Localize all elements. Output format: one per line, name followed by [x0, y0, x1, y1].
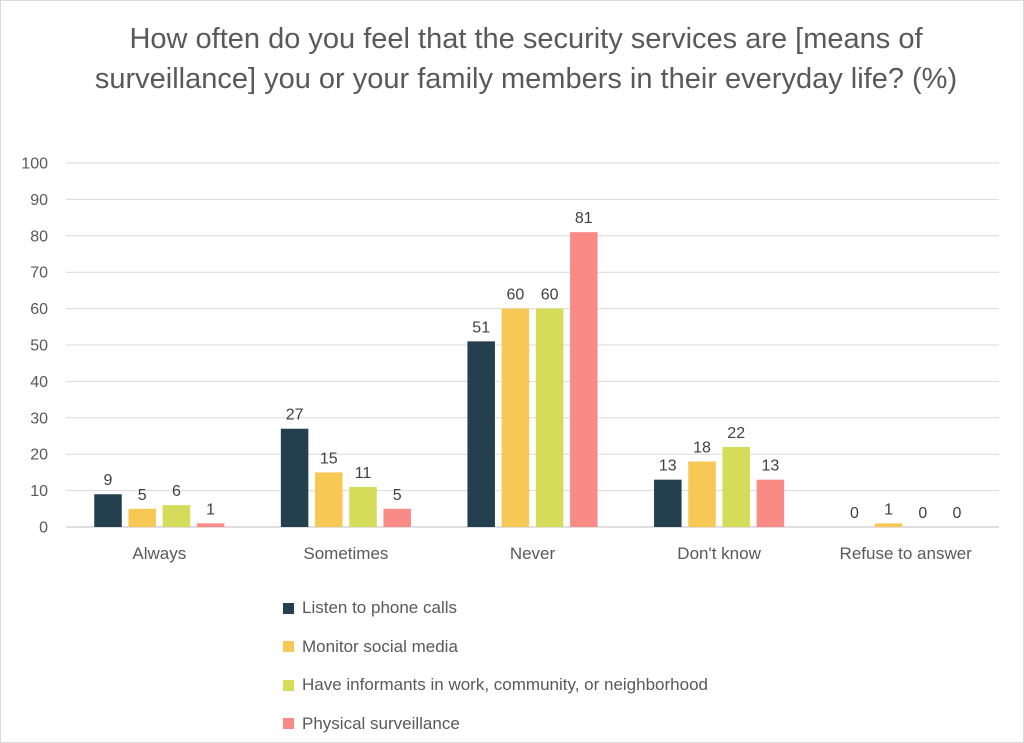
data-label: 13: [762, 458, 780, 475]
data-label: 1: [884, 501, 893, 518]
data-label: 51: [472, 319, 490, 336]
legend-swatch-listen-to-phone-calls: [283, 602, 294, 614]
bar: [315, 472, 343, 527]
chart-title: How often do you feel that the security …: [94, 23, 958, 95]
data-label: 1: [206, 501, 215, 518]
category-label: Always: [132, 544, 186, 563]
y-tick-label: 60: [30, 301, 48, 318]
bar: [467, 341, 495, 527]
data-label: 81: [575, 210, 593, 227]
y-tick-label: 90: [30, 192, 48, 209]
bar: [349, 486, 377, 527]
category-label: Refuse to answer: [840, 544, 973, 563]
category-label: Don't know: [677, 544, 761, 563]
data-label: 60: [507, 287, 525, 304]
y-tick-label: 70: [30, 265, 48, 282]
data-label: 0: [953, 505, 962, 522]
bar: [874, 523, 903, 527]
legend-swatch-have-informants: [283, 679, 294, 691]
data-label: 15: [320, 450, 338, 467]
bar: [280, 428, 309, 527]
legend-item: Have informants in work, community, or n…: [283, 666, 843, 705]
bar: [162, 505, 191, 527]
data-label: 18: [693, 439, 711, 456]
bar: [383, 508, 411, 527]
legend-swatch-physical-surveillance: [283, 718, 294, 730]
data-label: 5: [393, 487, 402, 504]
bar: [722, 446, 750, 527]
data-label: 27: [286, 407, 304, 424]
y-tick-label: 40: [30, 374, 48, 391]
legend-label: Have informants in work, community, or n…: [302, 675, 708, 695]
bar: [756, 479, 785, 527]
legend-swatch-monitor-social-media: [283, 641, 294, 653]
legend-item: Physical surveillance: [283, 705, 843, 743]
data-label: 6: [172, 483, 181, 500]
legend: Listen to phone calls Monitor social med…: [283, 589, 843, 743]
bar: [196, 523, 225, 527]
data-label: 9: [104, 472, 113, 489]
data-label: 22: [727, 425, 745, 442]
data-label: 11: [355, 465, 372, 482]
bar: [128, 508, 156, 527]
y-axis-ticks: 0 10 20 30 40 50 60 70 80 90 100: [21, 156, 48, 537]
legend-label: Monitor social media: [302, 636, 458, 656]
y-tick-label: 50: [30, 338, 48, 355]
legend-label: Physical surveillance: [302, 713, 460, 733]
y-tick-label: 10: [30, 483, 48, 500]
bar: [535, 308, 564, 527]
category-label: Never: [510, 544, 556, 563]
data-label: 0: [850, 505, 859, 522]
y-tick-label: 80: [30, 228, 48, 245]
y-tick-label: 20: [30, 447, 48, 464]
category-label: Sometimes: [303, 544, 388, 563]
legend-item: Monitor social media: [283, 628, 843, 667]
data-label: 0: [918, 505, 927, 522]
legend-item: Listen to phone calls: [283, 589, 843, 628]
data-label: 5: [138, 487, 147, 504]
y-tick-label: 0: [39, 520, 48, 537]
data-label: 13: [659, 458, 677, 475]
y-tick-label: 30: [30, 410, 48, 427]
gridlines: [66, 162, 999, 528]
bar: [688, 461, 716, 527]
data-label: 60: [541, 287, 559, 304]
bar: [654, 479, 682, 527]
y-tick-label: 100: [21, 156, 48, 173]
x-axis-categories: Always Sometimes Never Don't know Refuse to …: [132, 544, 972, 563]
bar: [94, 494, 122, 527]
bars: [94, 232, 903, 527]
data-labels: 9 5 6 1 27 15 11 5 51 60 60 81 13 18 22 13 0 1 0 0: [104, 210, 962, 522]
bar: [501, 308, 530, 527]
legend-label: Listen to phone calls: [302, 598, 457, 618]
bar: [570, 232, 598, 527]
